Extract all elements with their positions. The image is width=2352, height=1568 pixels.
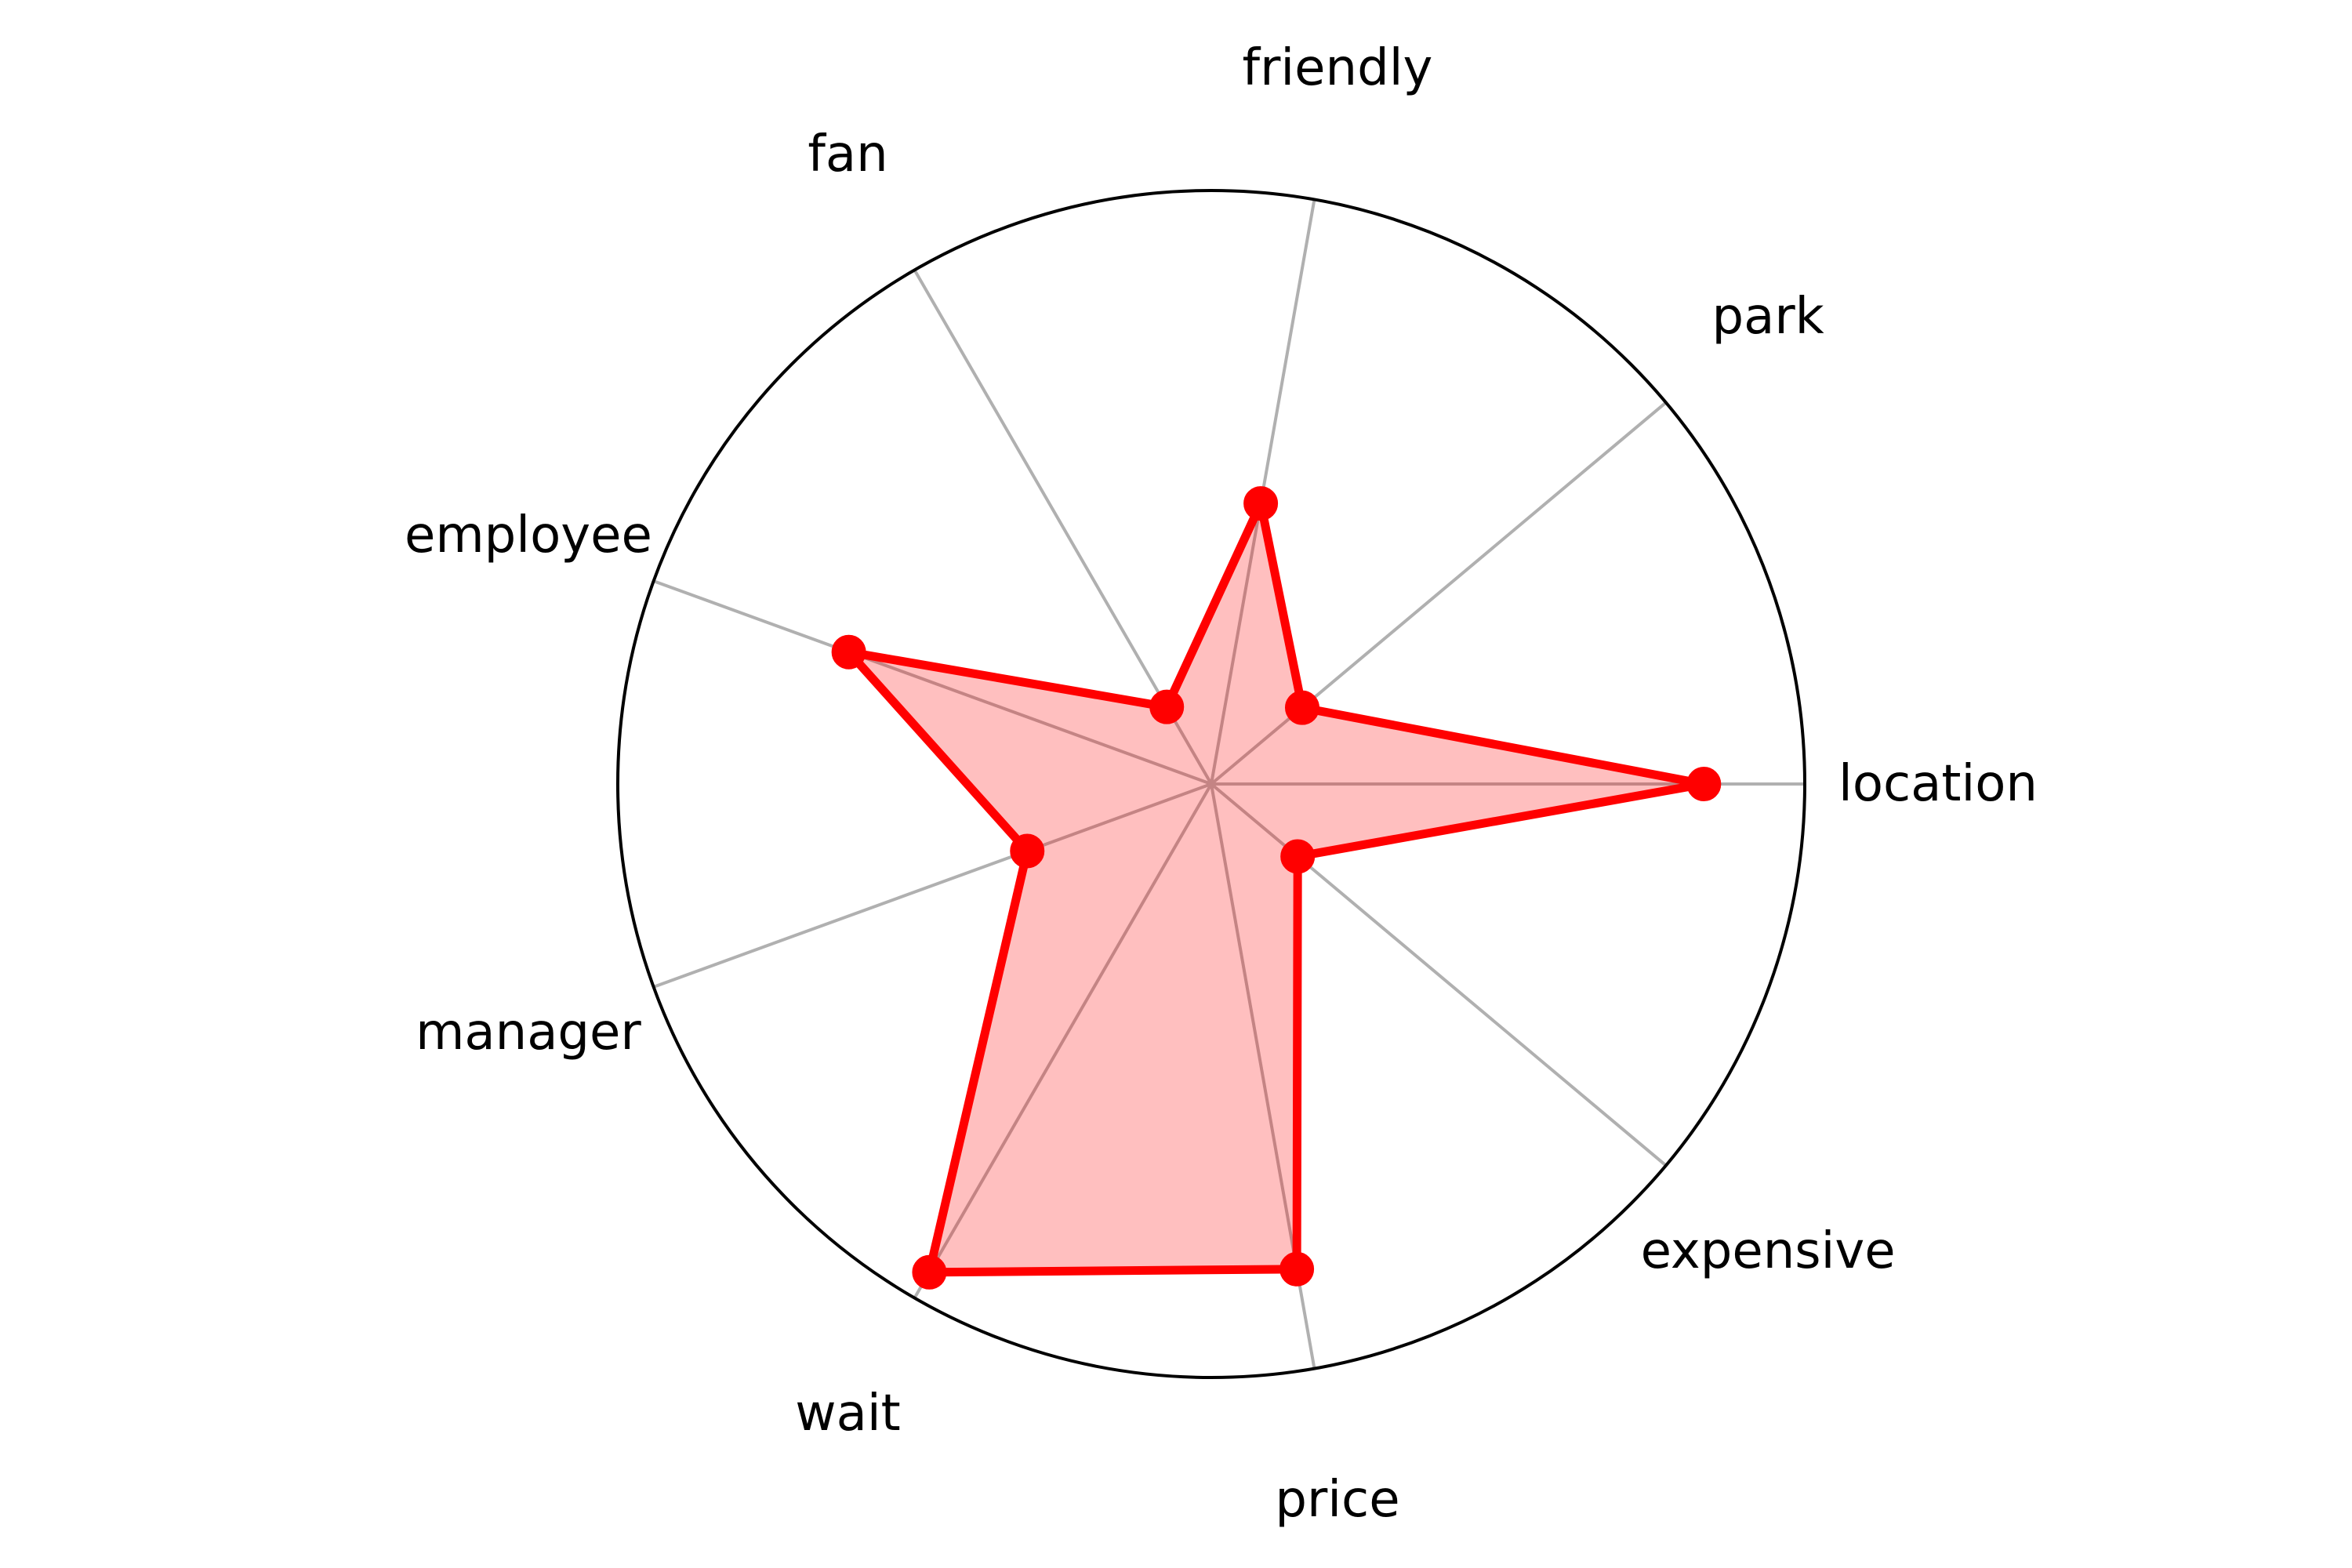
- spoke-manager: [652, 782, 1212, 989]
- axis-label-expensive: expensive: [1641, 1222, 1896, 1280]
- series-area-fill: [848, 503, 1704, 1272]
- axis-labels: location park friendly fan employee manager wa…: [405, 39, 2038, 1529]
- data-point-wait: [912, 1254, 947, 1290]
- axis-label-price: price: [1275, 1471, 1399, 1529]
- data-point-fan: [1149, 689, 1185, 724]
- axis-label-fan: fan: [808, 125, 887, 183]
- data-point-friendly: [1243, 486, 1279, 521]
- outer-ring: [616, 189, 1806, 1379]
- axis-label-employee: employee: [405, 506, 652, 564]
- spoke-park: [1210, 401, 1668, 786]
- axis-label-wait: wait: [795, 1385, 900, 1443]
- axis-label-location: location: [1838, 755, 2038, 813]
- data-point-expensive: [1280, 839, 1316, 874]
- data-point-price: [1279, 1251, 1315, 1287]
- data-point-location: [1686, 767, 1722, 801]
- spoke-employee: [652, 579, 1212, 786]
- series-outline: [837, 489, 1705, 1277]
- data-point-manager: [1010, 833, 1045, 869]
- spoke-wait: [913, 782, 1213, 1299]
- data-points: [831, 486, 1722, 1290]
- axis-label-friendly: friendly: [1243, 39, 1433, 97]
- data-point-employee: [831, 634, 866, 670]
- data-point-park: [1284, 690, 1319, 725]
- axis-label-park: park: [1712, 288, 1824, 346]
- axis-label-manager: manager: [416, 1004, 641, 1062]
